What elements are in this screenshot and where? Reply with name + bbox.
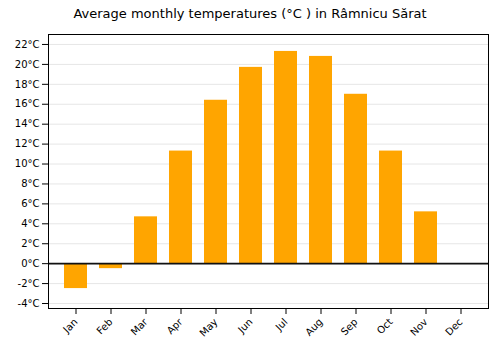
- svg-text:0°C: 0°C: [21, 258, 39, 269]
- svg-text:-2°C: -2°C: [18, 278, 40, 289]
- svg-text:16°C: 16°C: [15, 98, 40, 109]
- svg-text:20°C: 20°C: [15, 59, 40, 70]
- svg-text:14°C: 14°C: [15, 118, 40, 129]
- svg-text:2°C: 2°C: [21, 238, 39, 249]
- svg-text:-4°C: -4°C: [18, 298, 40, 309]
- svg-text:6°C: 6°C: [21, 198, 39, 209]
- svg-text:May: May: [197, 316, 219, 338]
- svg-text:18°C: 18°C: [15, 79, 40, 90]
- svg-text:8°C: 8°C: [21, 178, 39, 189]
- svg-text:Oct: Oct: [375, 316, 395, 336]
- svg-text:Jun: Jun: [235, 316, 255, 336]
- svg-text:Nov: Nov: [408, 316, 430, 338]
- svg-text:Feb: Feb: [94, 316, 114, 336]
- svg-text:12°C: 12°C: [15, 138, 40, 149]
- svg-text:4°C: 4°C: [21, 218, 39, 229]
- svg-text:Sep: Sep: [339, 316, 360, 337]
- html-text:Average monthly temperatures (: Average monthly temperatures (°C ) in Râ…: [73, 6, 427, 21]
- svg-text:10°C: 10°C: [15, 158, 40, 169]
- svg-text:Aug: Aug: [303, 316, 325, 338]
- svg-text:Dec: Dec: [443, 316, 464, 337]
- svg-text:Apr: Apr: [165, 316, 186, 337]
- svg-text:Jul: Jul: [273, 316, 290, 333]
- svg-text:Jan: Jan: [60, 316, 79, 335]
- svg-text:22°C: 22°C: [15, 39, 40, 50]
- svg-text:Mar: Mar: [129, 316, 151, 338]
